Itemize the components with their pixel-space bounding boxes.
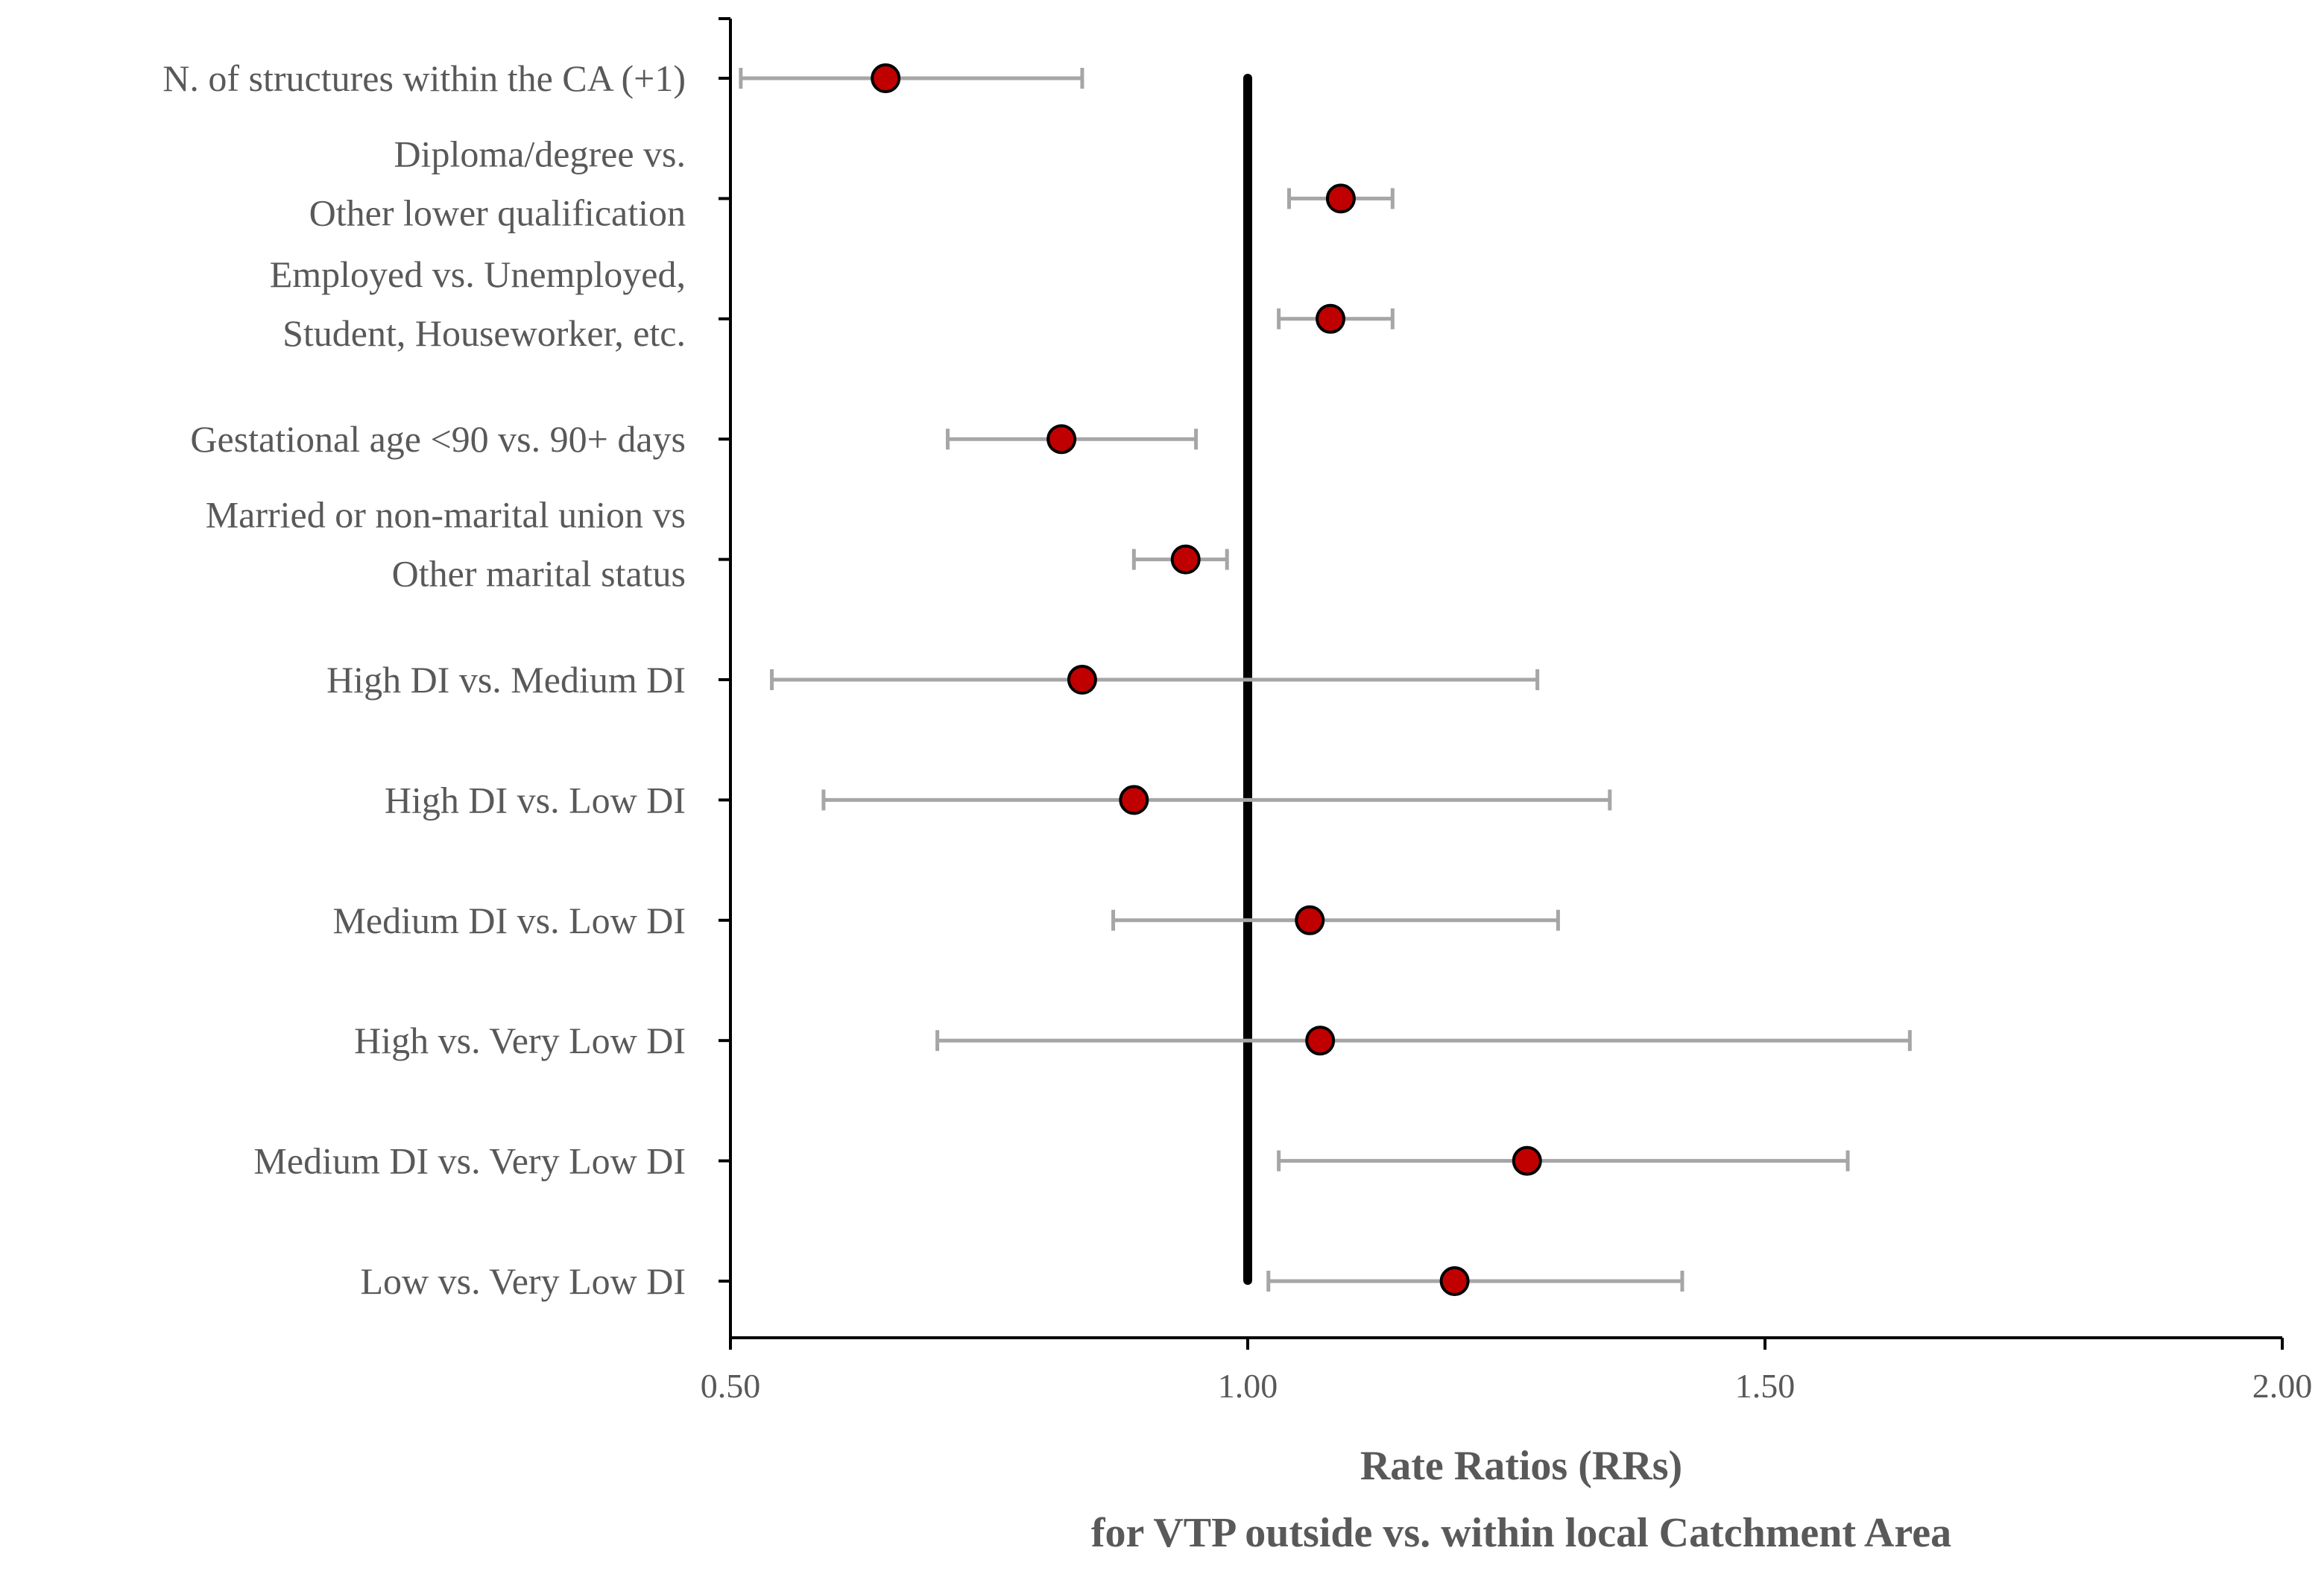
rate-ratio-point bbox=[1067, 665, 1097, 695]
category-label: Medium DI vs. Low DI bbox=[332, 900, 686, 941]
rate-ratio-point bbox=[1305, 1025, 1336, 1056]
category-label: Student, Houseworker, etc. bbox=[282, 312, 686, 354]
rate-ratio-point bbox=[1439, 1266, 1470, 1296]
x-axis-title: Rate Ratios (RRs) bbox=[1360, 1443, 1682, 1489]
rate-ratio-point bbox=[1119, 785, 1149, 815]
rate-ratio-point bbox=[1295, 905, 1325, 935]
category-label: Low vs. Very Low DI bbox=[360, 1260, 686, 1302]
category-label: Married or non-marital union vs bbox=[206, 494, 686, 536]
category-label: Employed vs. Unemployed, bbox=[270, 253, 686, 295]
x-axis-subtitle: for VTP outside vs. within local Catchme… bbox=[1091, 1510, 1951, 1556]
category-label: Medium DI vs. Very Low DI bbox=[253, 1140, 686, 1182]
category-label: High vs. Very Low DI bbox=[354, 1020, 686, 1061]
rate-ratio-point bbox=[871, 63, 901, 93]
category-label: Diploma/degree vs. bbox=[394, 133, 686, 174]
category-label: Other marital status bbox=[392, 553, 686, 595]
rate-ratio-point bbox=[1170, 544, 1201, 575]
x-tick-label: 1.50 bbox=[1735, 1367, 1796, 1405]
category-label: Gestational age <90 vs. 90+ days bbox=[190, 418, 686, 460]
category-label: High DI vs. Medium DI bbox=[326, 659, 686, 701]
category-label: High DI vs. Low DI bbox=[385, 779, 686, 821]
x-tick-label: 2.00 bbox=[2252, 1367, 2313, 1405]
rate-ratio-point bbox=[1325, 183, 1356, 214]
rate-ratio-point bbox=[1316, 303, 1346, 334]
category-label: N. of structures within the CA (+1) bbox=[162, 57, 686, 99]
rate-ratio-point bbox=[1512, 1145, 1542, 1176]
x-tick-label: 0.50 bbox=[701, 1367, 761, 1405]
rate-ratio-point bbox=[1046, 424, 1077, 455]
x-tick-label: 1.00 bbox=[1218, 1367, 1278, 1405]
category-label: Other lower qualification bbox=[309, 192, 686, 233]
